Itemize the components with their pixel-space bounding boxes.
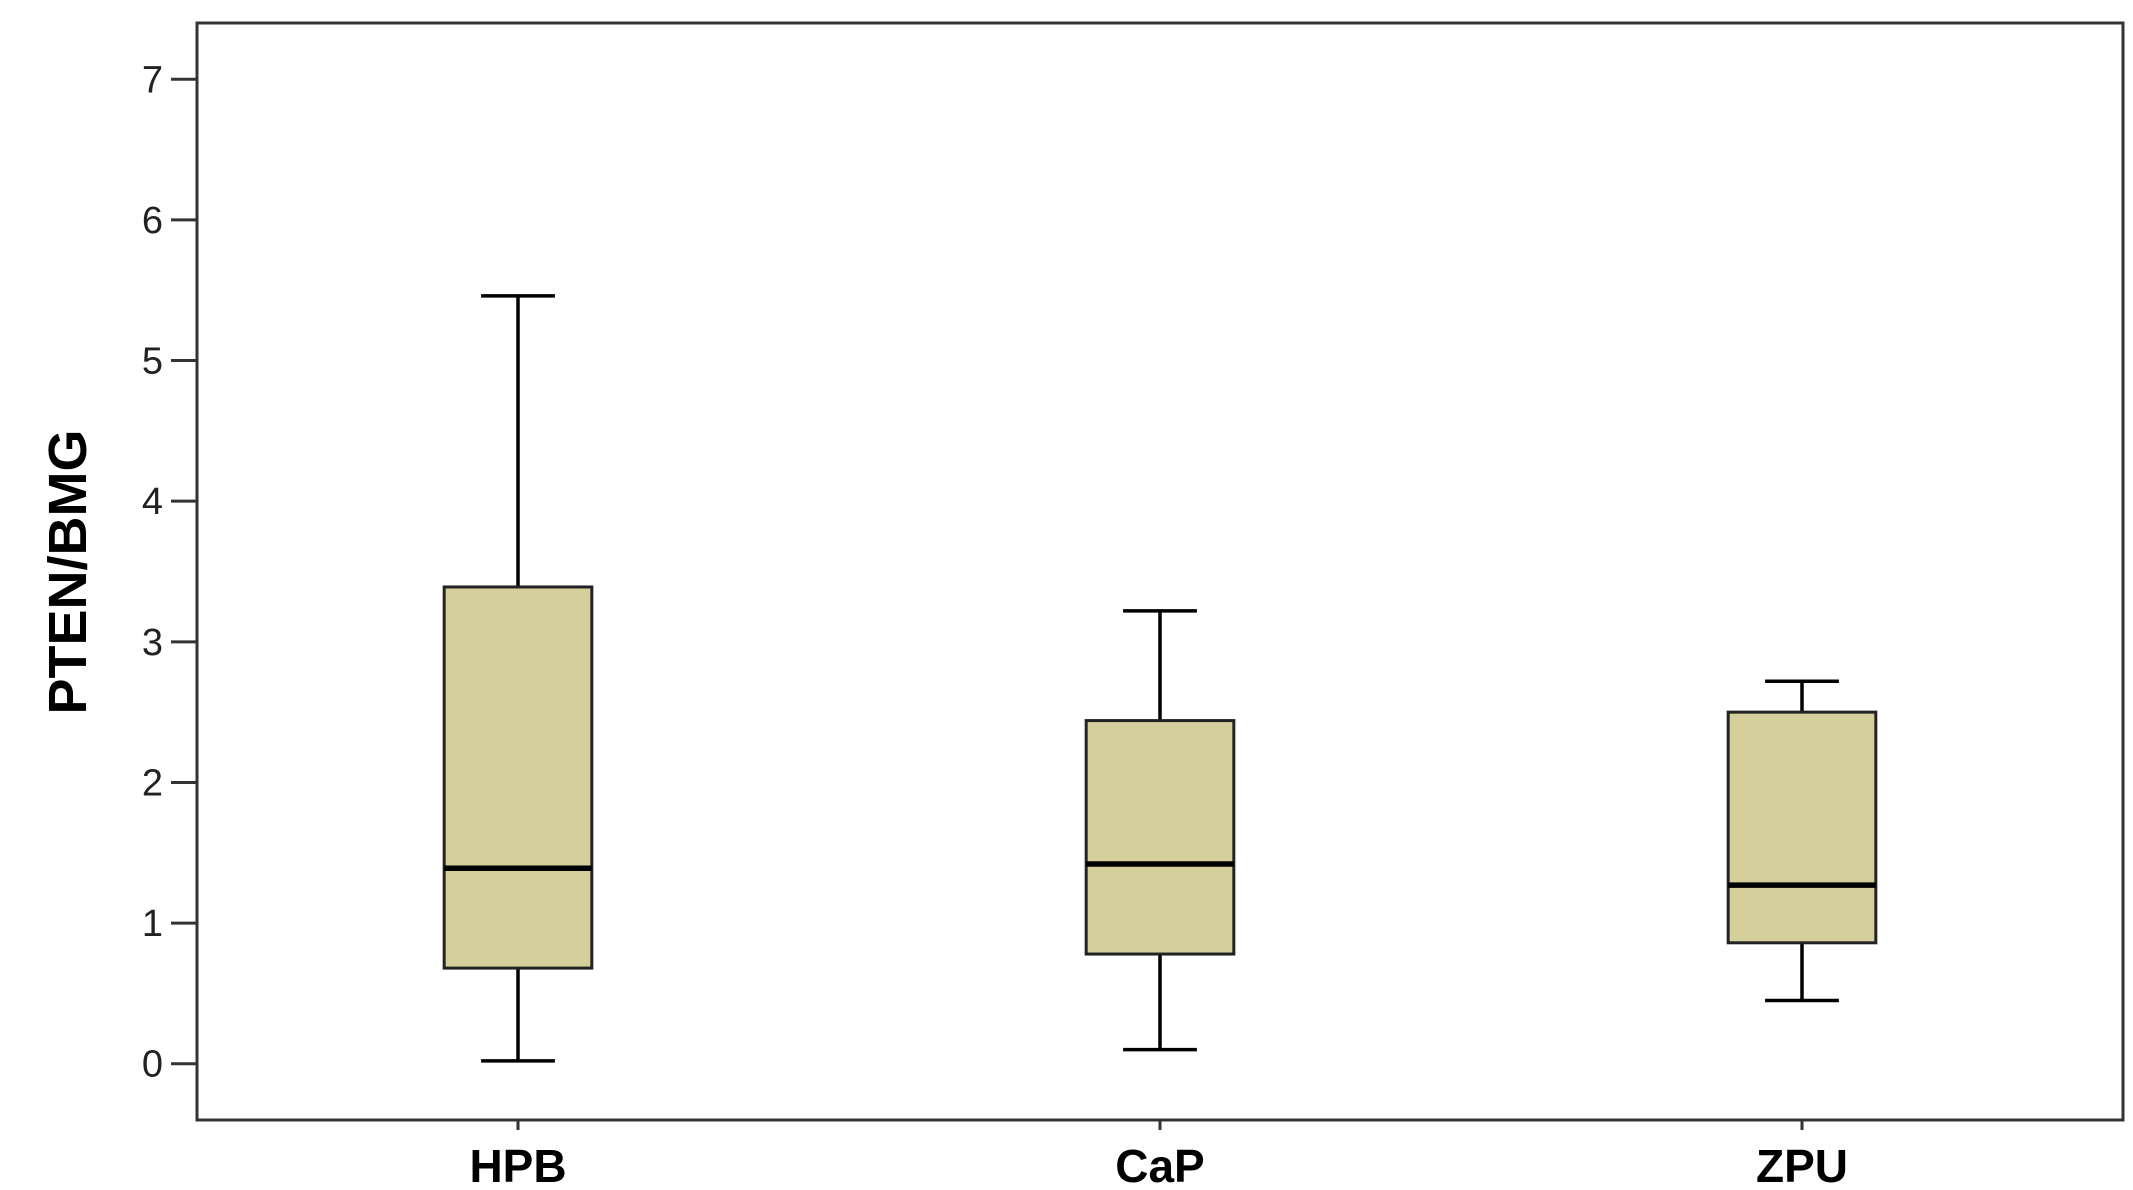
y-tick-label: 6	[142, 200, 163, 242]
y-tick-label: 4	[142, 481, 163, 523]
y-tick-label: 7	[142, 59, 163, 101]
box-cap	[1084, 609, 1236, 1052]
y-tick-label: 3	[142, 622, 163, 664]
y-tick-label: 1	[142, 903, 163, 945]
iqr-box	[1084, 719, 1236, 956]
x-axis: HPB CaP ZPU	[469, 1120, 1848, 1190]
iqr-box	[442, 585, 594, 970]
box-series	[442, 294, 1878, 1063]
x-category-label: ZPU	[1756, 1140, 1848, 1185]
box-zpu	[1726, 679, 1878, 1003]
y-axis-title: PTEN/BMG	[38, 429, 98, 714]
y-tick-label: 0	[142, 1044, 163, 1086]
x-category-label: CaP	[1115, 1140, 1204, 1185]
y-axis: 0 1 2 3 4 5 6 7	[142, 59, 197, 1086]
y-tick-label: 5	[142, 341, 163, 383]
y-tick-label: 2	[142, 762, 163, 804]
iqr-box	[1726, 710, 1878, 945]
x-category-label: HPB	[469, 1140, 566, 1185]
box-hpb	[442, 294, 594, 1063]
